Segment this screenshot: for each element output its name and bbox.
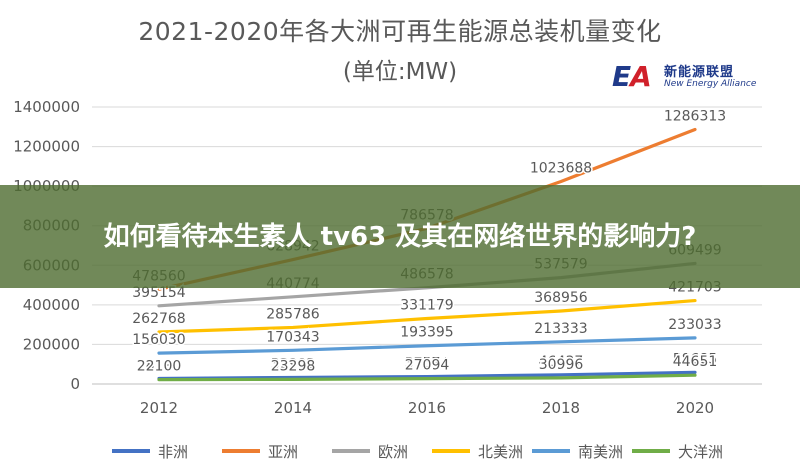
x-tick-label: 2014 [274,399,312,417]
data-label: 46437 [539,354,584,370]
data-label: 32902 [271,356,316,372]
legend-item: 欧洲 [332,438,408,464]
legend-label: 欧洲 [378,442,409,461]
data-label: 22100 [137,359,182,375]
data-label: 368956 [534,290,588,306]
y-tick-label: 1200000 [13,138,80,156]
data-label: 285786 [266,306,320,322]
data-label: 58685 [673,351,718,367]
legend-swatch [632,449,670,453]
legend-swatch [332,449,370,453]
data-label: 1023688 [530,160,592,176]
series-line-3 [157,298,697,334]
data-label: 44651 [673,354,718,370]
series-line-5 [157,373,697,382]
series-line-4 [157,336,697,355]
y-tick-label: 1400000 [13,98,80,116]
y-tick-label: 200000 [23,335,80,353]
chart-subtitle: (单位:MW) [342,59,458,85]
legend-item: 南美洲 [532,438,623,464]
legend-label: 大洋洲 [678,442,724,461]
data-label: 37574 [405,356,450,372]
series-line-0 [157,370,697,381]
data-label: 331179 [400,297,453,313]
legend-item: 北美洲 [432,438,523,464]
legend-swatch [532,449,570,453]
new-energy-alliance-logo: EA 新能源联盟 New Energy Alliance [612,60,757,93]
legend-swatch [222,449,260,453]
data-label: 1286313 [664,108,726,124]
overlay-banner: 如何看待本生素人 tv63 及其在网络世界的影响力? [0,185,800,288]
data-label: 28190 [137,357,182,373]
data-label: 156030 [132,332,185,348]
legend-swatch [112,449,150,453]
legend-item: 亚洲 [222,438,298,464]
logo-name-en: New Energy Alliance [664,79,757,89]
chart-legend: 非洲 亚洲 欧洲 北美洲 南美洲 大洋洲 [0,438,800,464]
legend-label: 北美洲 [478,442,524,461]
legend-label: 非洲 [158,442,189,461]
legend-label: 南美洲 [578,442,624,461]
data-label: 30996 [539,357,584,373]
x-tick-label: 2016 [408,399,446,417]
legend-swatch [432,449,470,453]
data-label: 193395 [400,325,453,341]
y-tick-label: 400000 [23,296,80,314]
logo-name-cn: 新能源联盟 [664,65,735,80]
data-label: 27094 [405,358,450,374]
x-tick-label: 2018 [542,399,580,417]
x-tick-label: 2020 [676,399,714,417]
legend-item: 非洲 [112,438,188,464]
banner-headline: 如何看待本生素人 tv63 及其在网络世界的影响力? [103,221,697,252]
y-tick-label: 0 [70,375,80,393]
chart-title: 2021-2020年各大洲可再生能源总装机量变化 [138,17,662,46]
data-label: 233033 [668,317,721,333]
data-label: 395154 [132,285,186,301]
data-label: 213333 [534,321,587,337]
data-label: 23298 [271,358,316,374]
legend-label: 亚洲 [268,442,299,461]
x-tick-label: 2012 [140,399,178,417]
legend-item: 大洋洲 [632,438,723,464]
data-label: 170343 [266,329,319,345]
data-label: 262768 [132,311,185,327]
